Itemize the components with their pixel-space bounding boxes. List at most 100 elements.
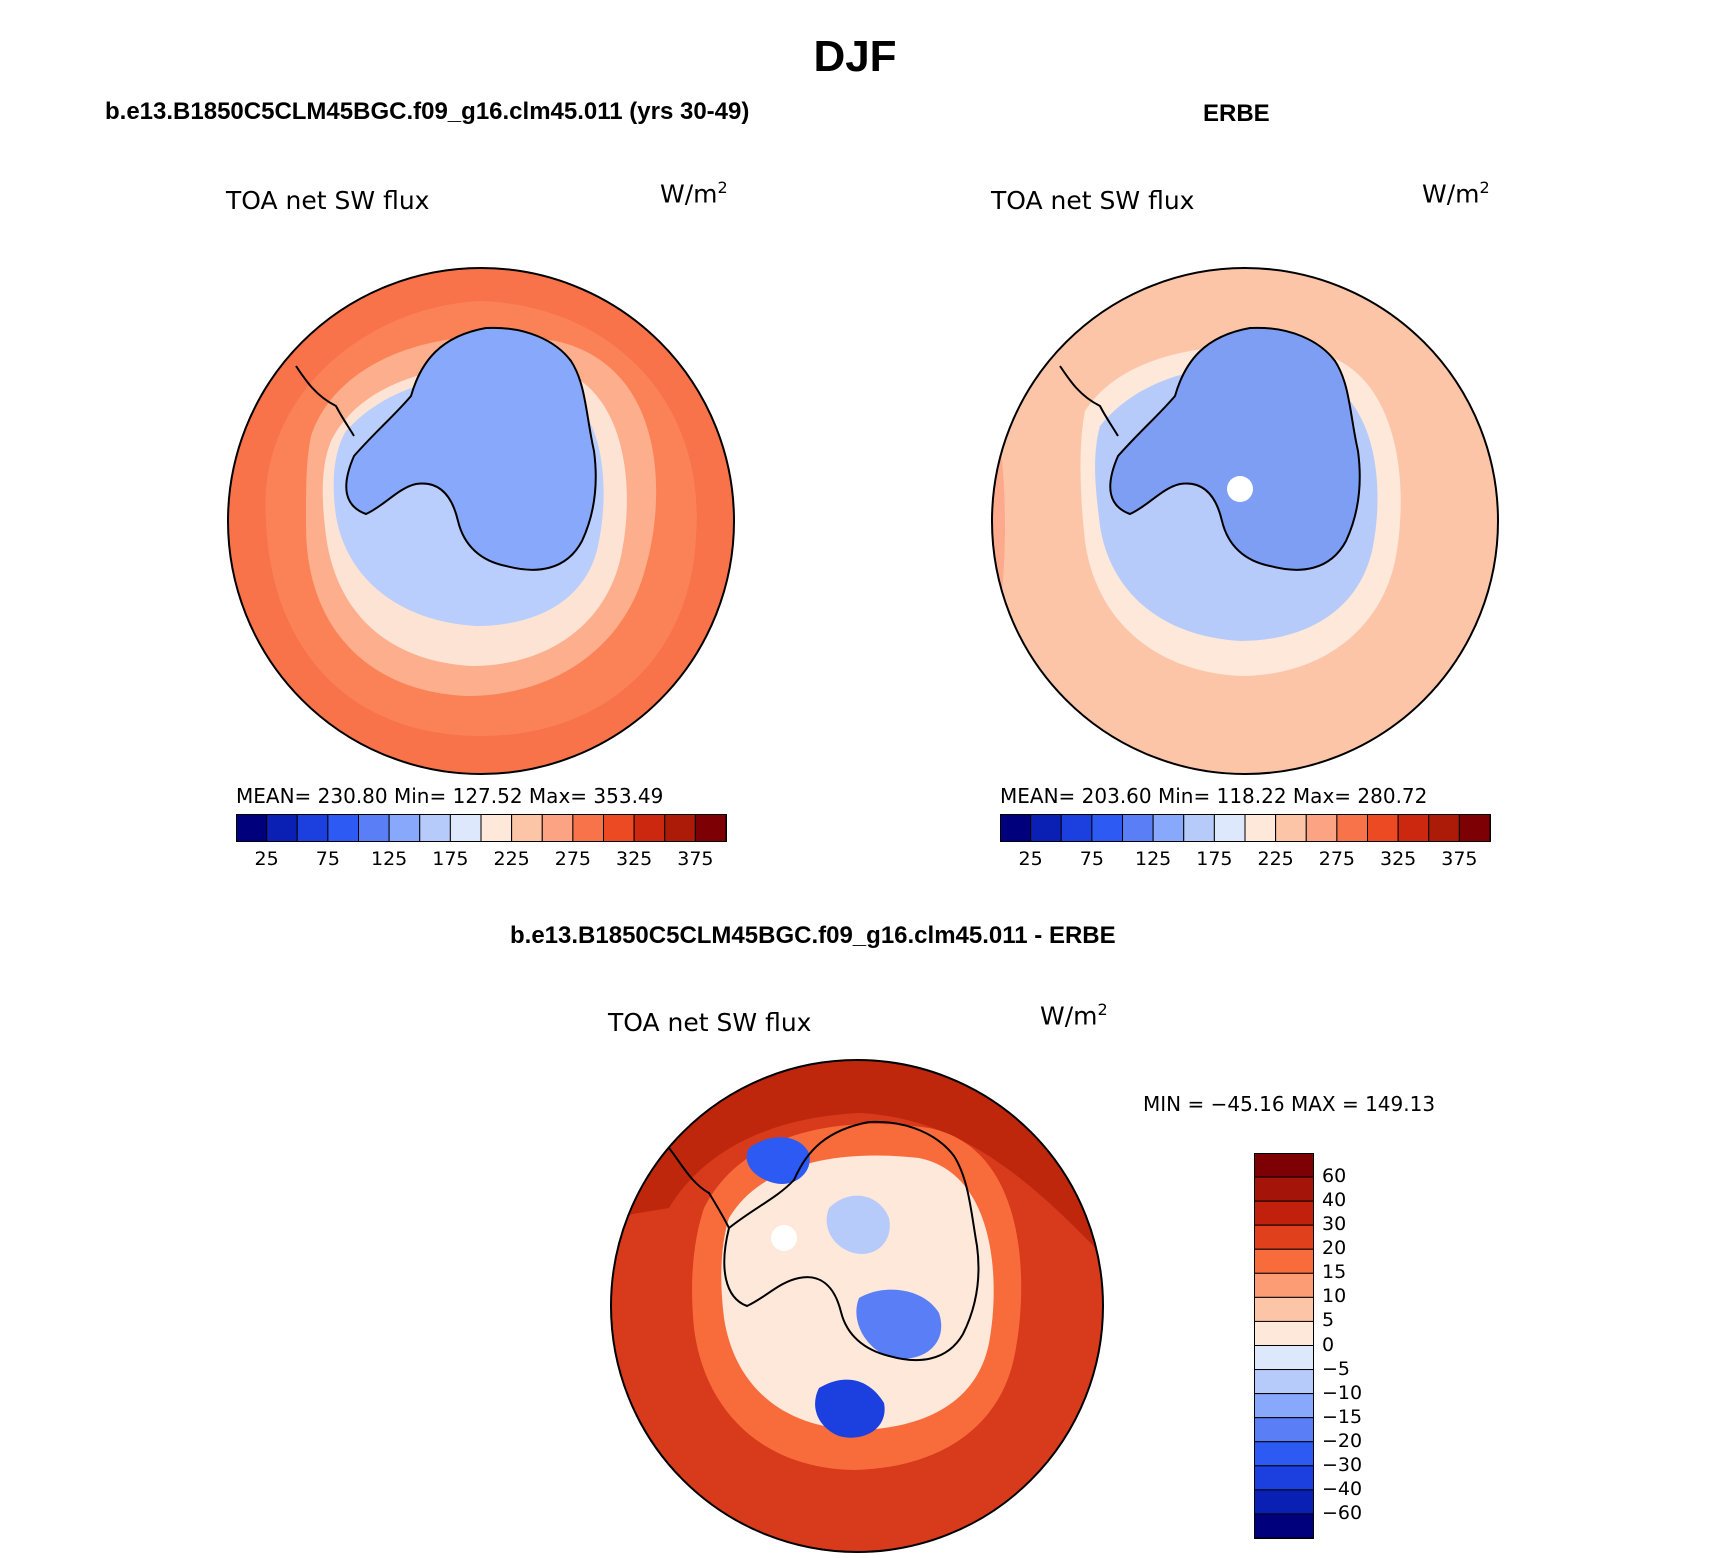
diff-polar-map [610,1059,1104,1553]
colorbar-swatch [1254,1417,1314,1443]
colorbar-swatch [327,814,359,842]
neg-patch-d [815,1379,885,1438]
colorbar-swatch [1458,814,1491,842]
colorbar-tick-label: 20 [1322,1237,1347,1260]
colorbar-tick-label: 0 [1322,1333,1335,1356]
colorbar-swatch [1122,814,1154,842]
panel-obs-title: ERBE [1203,100,1270,127]
colorbar-swatch [633,814,666,842]
colorbar-swatch [1254,1153,1314,1178]
colorbar-tick-label: 125 [1134,848,1172,870]
colorbar-swatch [1244,814,1277,842]
colorbar-tick-label: 225 [1257,848,1294,870]
colorbar-tick-label: 325 [1379,848,1417,870]
colorbar-swatch [1254,1248,1314,1274]
colorbar-tick-label: 60 [1322,1165,1347,1188]
colorbar-swatch [1254,1513,1314,1539]
colorbar-swatch [449,814,482,842]
colorbar-tick-label: −30 [1322,1453,1363,1476]
colorbar-tick-label: 275 [1318,848,1355,870]
model-polar-map [227,267,735,775]
colorbar-swatch [511,814,543,842]
peninsula-coast [1059,365,1119,437]
pole-hole [771,1225,797,1251]
colorbar-tick-label: 375 [677,848,714,870]
colorbar-tick-label: 275 [554,848,591,870]
colorbar-swatch [1254,1393,1314,1419]
colorbar-swatch [1254,1176,1314,1202]
panel-model-colorbar [236,814,727,842]
colorbar-swatch [664,814,696,842]
obs-polar-map [991,267,1499,775]
colorbar-swatch [296,814,329,842]
colorbar-tick-label: −5 [1322,1357,1351,1380]
outer-dark-band [611,1060,1103,1258]
neg-patch-b [856,1289,942,1359]
colorbar-tick-label: 225 [493,848,530,870]
panel-model-stats: MEAN= 230.80 Min= 127.52 Max= 353.49 [236,784,664,808]
colorbar-swatch [603,814,635,842]
panel-obs-stats: MEAN= 203.60 Min= 118.22 Max= 280.72 [1000,784,1428,808]
colorbar-swatch [1254,1369,1314,1395]
panel-model-unit: W/m2 [660,178,728,209]
colorbar-swatch [1030,814,1062,842]
figure-title: DJF [813,32,897,81]
colorbar-tick-label: −20 [1322,1429,1363,1452]
colorbar-swatch [541,814,574,842]
colorbar-swatch [1428,814,1460,842]
panel-obs-unit: W/m2 [1422,178,1490,209]
panel-model-title: b.e13.B1850C5CLM45BGC.f09_g16.clm45.011 … [105,98,750,125]
colorbar-tick-label: 10 [1322,1285,1347,1308]
colorbar-tick-label: −10 [1322,1381,1363,1404]
colorbar-swatch [266,814,298,842]
colorbar-tick-label: −60 [1322,1501,1363,1524]
colorbar-tick-label: 30 [1322,1213,1347,1236]
antarctica-coast [723,1120,980,1362]
map-border [227,267,735,775]
colorbar-swatch [1254,1224,1314,1250]
colorbar-swatch [419,814,451,842]
colorbar-swatch [1254,1441,1314,1467]
colorbar-swatch [572,814,604,842]
colorbar-swatch [1254,1200,1314,1226]
colorbar-tick-label: 175 [432,848,469,870]
colorbar-tick-label: 25 [254,848,279,870]
peninsula-coast [295,365,355,437]
colorbar-tick-label: 5 [1322,1309,1335,1332]
band-0 [721,1155,994,1430]
panel-obs-variable: TOA net SW flux [991,186,1195,215]
colorbar-tick-label: −15 [1322,1405,1363,1428]
colorbar-tick-label: −40 [1322,1477,1363,1500]
neg-patch-a [826,1195,890,1254]
pole-hole [1227,476,1253,502]
colorbar-tick-label: 325 [615,848,653,870]
colorbar-tick-label: 175 [1196,848,1233,870]
colorbar-swatch [236,814,268,842]
colorbar-swatch [1254,1320,1314,1346]
colorbar-tick-label: 75 [1079,848,1104,870]
diff-title: b.e13.B1850C5CLM45BGC.f09_g16.clm45.011 … [510,922,1116,949]
colorbar-swatch [1152,814,1185,842]
peninsula-coast [668,1147,730,1229]
colorbar-swatch [1183,814,1215,842]
colorbar-swatch [1254,1296,1314,1322]
colorbar-swatch [1254,1272,1314,1298]
colorbar-swatch [388,814,421,842]
colorbar-swatch [1397,814,1430,842]
colorbar-swatch [1305,814,1338,842]
colorbar-swatch [694,814,727,842]
map-border [610,1059,1104,1553]
colorbar-swatch [1367,814,1399,842]
colorbar-tick-label: 40 [1322,1189,1347,1212]
antarctica-land [1109,326,1361,571]
panel-obs-colorbar [1000,814,1491,842]
colorbar-tick-label: 375 [1441,848,1478,870]
colorbar-swatch [1213,814,1246,842]
colorbar-tick-label: 15 [1322,1261,1347,1284]
colorbar-swatch [1060,814,1093,842]
antarctica-land [345,326,597,571]
colorbar-tick-label: 75 [315,848,340,870]
diff-unit: W/m2 [1040,1000,1108,1031]
colorbar-swatch [480,814,513,842]
neg-patch-c [746,1137,810,1184]
